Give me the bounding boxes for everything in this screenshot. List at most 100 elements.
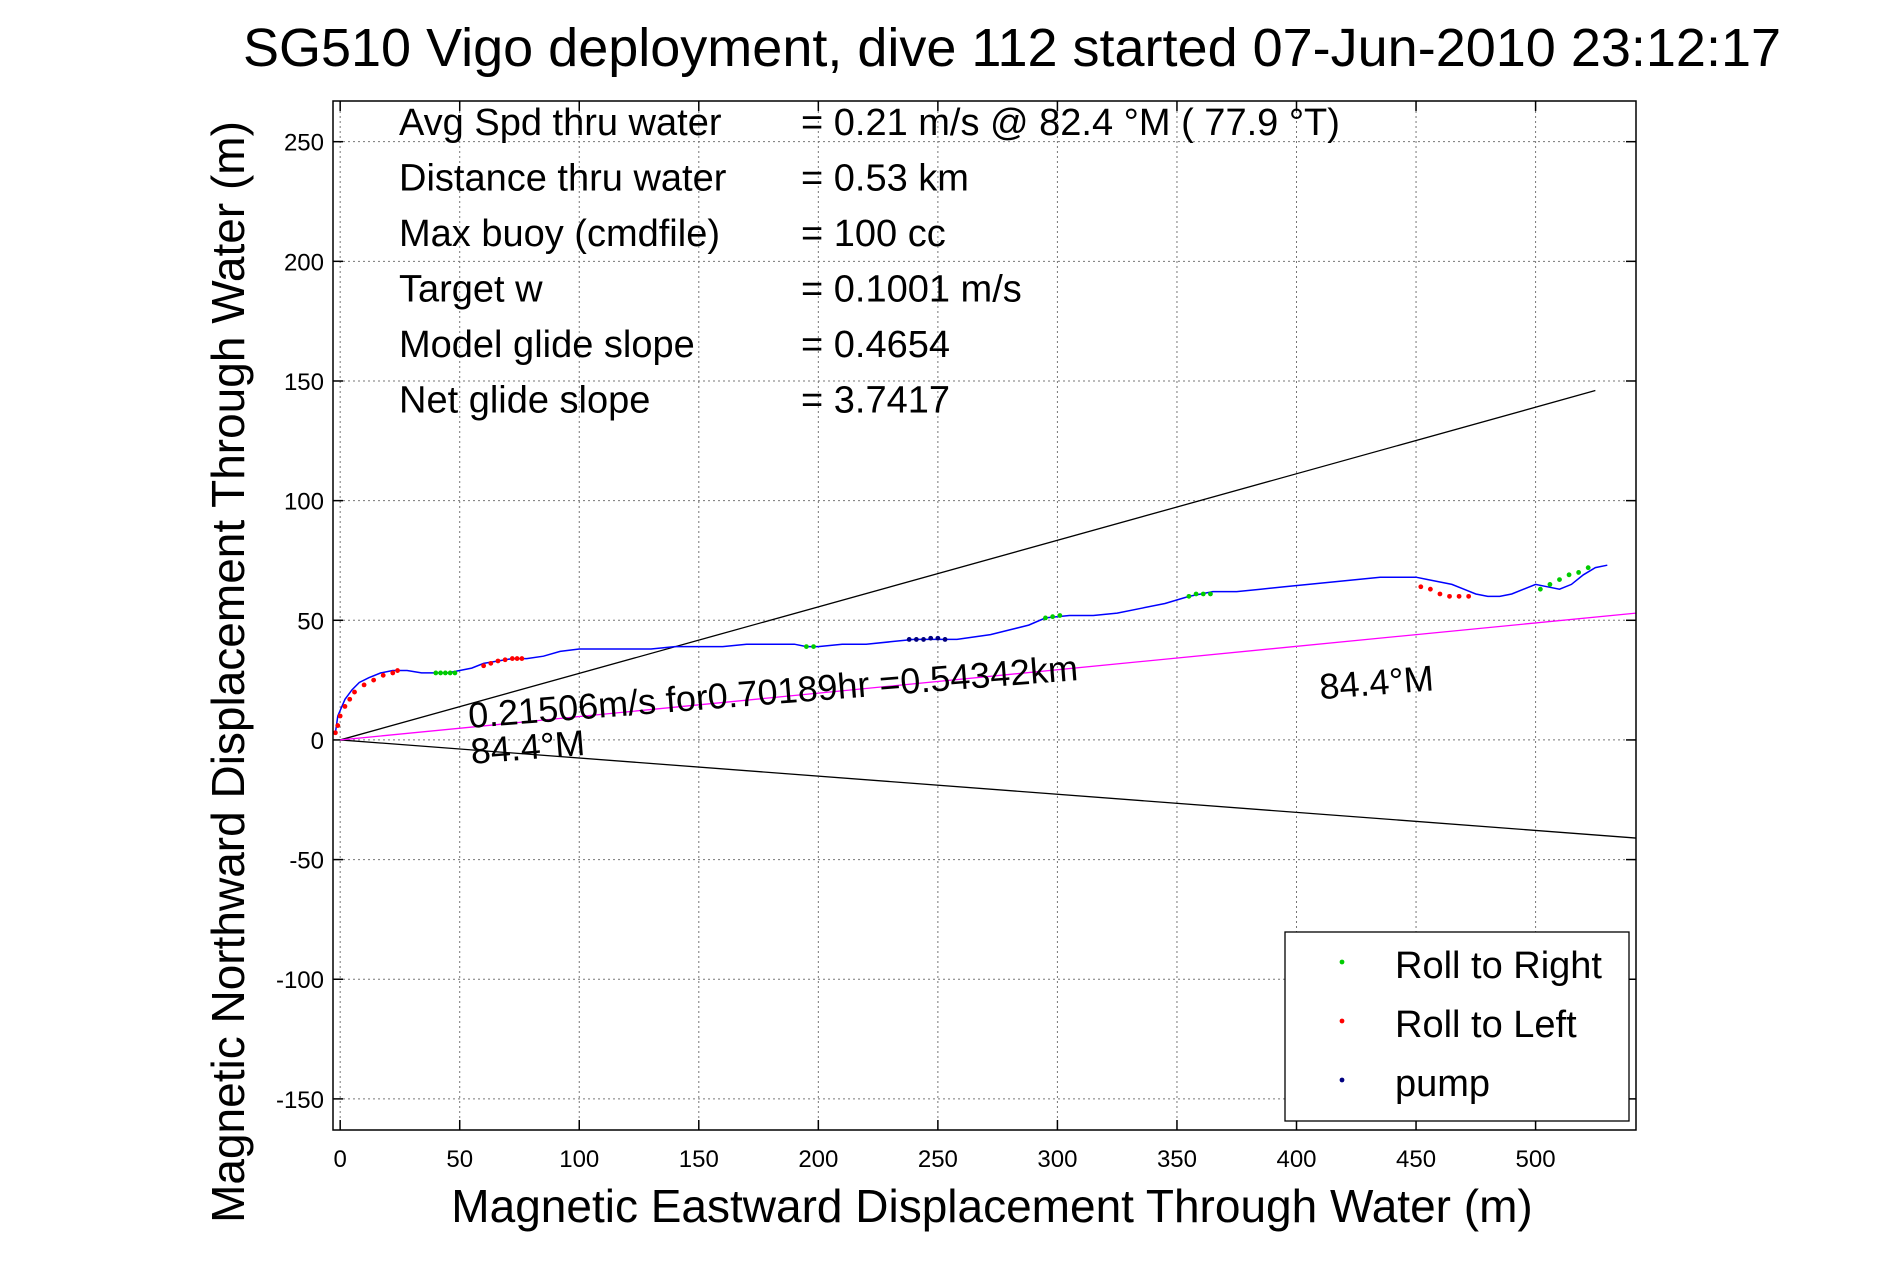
x-tick-label: 450 bbox=[1396, 1146, 1436, 1173]
roll-to-right-point bbox=[1585, 565, 1591, 571]
roll-to-right-point bbox=[1208, 591, 1213, 597]
roll-to-right-point bbox=[1043, 615, 1048, 621]
roll-to-left-point bbox=[347, 696, 353, 702]
chart-title: SG510 Vigo deployment, dive 112 started … bbox=[243, 18, 1781, 78]
roll-to-right-point bbox=[452, 670, 458, 676]
x-tick-label: 0 bbox=[333, 1146, 346, 1173]
x-tick-label: 350 bbox=[1157, 1146, 1197, 1173]
reference-line bbox=[340, 739, 1637, 839]
roll-to-right-point bbox=[1186, 593, 1192, 599]
info-value: = 100 cc bbox=[801, 213, 946, 255]
x-tick-label: 400 bbox=[1276, 1146, 1316, 1173]
roll-to-left-point bbox=[1418, 584, 1424, 590]
roll-to-left-point bbox=[1466, 593, 1472, 599]
roll-to-right-point bbox=[1537, 586, 1543, 592]
y-tick-label: 200 bbox=[284, 249, 324, 276]
roll-to-right-point bbox=[1057, 613, 1063, 618]
track-line bbox=[334, 564, 1608, 733]
roll-to-right-point bbox=[1050, 614, 1056, 620]
reference-line bbox=[339, 389, 1596, 741]
roll-to-left-point bbox=[509, 656, 515, 661]
info-value: = 0.4654 bbox=[801, 324, 950, 366]
annotation-text: 84.4°M bbox=[1318, 657, 1435, 707]
roll-to-left-point bbox=[361, 682, 367, 688]
y-axis-label: Magnetic Northward Displacement Through … bbox=[202, 121, 254, 1223]
pump-point bbox=[935, 635, 941, 641]
info-label: Net glide slope bbox=[399, 380, 650, 422]
x-tick-label: 150 bbox=[679, 1146, 719, 1173]
info-value: = 3.7417 bbox=[801, 380, 950, 422]
roll-to-left-point bbox=[495, 658, 501, 664]
pump-point bbox=[921, 637, 926, 642]
y-tick-label: -150 bbox=[276, 1087, 324, 1114]
info-label: Target w bbox=[399, 269, 543, 311]
roll-to-left-point bbox=[395, 668, 400, 673]
roll-to-right-point bbox=[433, 670, 439, 676]
roll-to-left-point bbox=[488, 660, 494, 666]
legend-label: Roll to Right bbox=[1395, 945, 1602, 987]
info-value: = 0.1001 m/s bbox=[801, 269, 1022, 311]
roll-to-right-point bbox=[442, 670, 448, 676]
roll-to-left-point bbox=[335, 723, 341, 728]
info-value: = 0.21 m/s @ 82.4 °M ( 77.9 °T) bbox=[801, 102, 1340, 144]
roll-to-left-point bbox=[337, 713, 343, 719]
x-tick-label: 200 bbox=[798, 1146, 838, 1173]
roll-to-left-point bbox=[502, 657, 508, 663]
x-tick-label: 50 bbox=[446, 1146, 473, 1173]
info-label: Avg Spd thru water bbox=[399, 102, 722, 144]
roll-to-right-point bbox=[1547, 581, 1553, 587]
roll-to-left-point bbox=[1437, 591, 1443, 597]
roll-to-right-point bbox=[803, 644, 809, 650]
y-tick-label: 150 bbox=[284, 369, 324, 396]
legend-marker bbox=[1339, 1018, 1345, 1024]
pump-point bbox=[913, 637, 919, 642]
roll-to-right-point bbox=[1576, 570, 1582, 575]
plot-area: 0 50 100 150 200 250 300 350 400 450 500-150-100-5… bbox=[276, 100, 1637, 1173]
roll-to-left-point bbox=[481, 663, 487, 669]
y-tick-label: 250 bbox=[284, 130, 324, 157]
plot-frame bbox=[332, 100, 1637, 1131]
y-tick-label: 0 bbox=[311, 728, 324, 755]
x-tick-label: 100 bbox=[559, 1146, 599, 1173]
pump-point bbox=[942, 637, 948, 642]
pump-point bbox=[928, 635, 934, 641]
info-label: Max buoy (cmdfile) bbox=[399, 213, 720, 255]
roll-to-left-point bbox=[514, 656, 520, 661]
roll-to-left-point bbox=[390, 670, 396, 676]
roll-to-left-point bbox=[380, 672, 386, 678]
roll-to-left-point bbox=[352, 689, 357, 695]
info-label: Model glide slope bbox=[399, 324, 695, 366]
y-tick-label: -100 bbox=[276, 967, 324, 994]
roll-to-right-point bbox=[438, 670, 443, 676]
roll-to-left-point bbox=[1427, 586, 1433, 592]
legend-label: pump bbox=[1395, 1063, 1490, 1105]
legend-label: Roll to Left bbox=[1395, 1004, 1577, 1046]
roll-to-right-point bbox=[1200, 591, 1206, 597]
roll-to-right-point bbox=[811, 644, 816, 650]
info-value: = 0.53 km bbox=[801, 158, 969, 200]
legend-marker bbox=[1339, 1077, 1345, 1083]
roll-to-left-point bbox=[1456, 593, 1462, 599]
pump-point bbox=[906, 637, 912, 642]
roll-to-right-point bbox=[1566, 572, 1572, 578]
legend-marker bbox=[1339, 959, 1345, 965]
roll-to-left-point bbox=[519, 656, 525, 661]
roll-to-left-point bbox=[342, 704, 348, 709]
x-tick-label: 300 bbox=[1037, 1146, 1077, 1173]
roll-to-right-point bbox=[1557, 577, 1562, 583]
x-axis-label: Magnetic Eastward Displacement Through W… bbox=[451, 1180, 1532, 1232]
y-tick-label: 50 bbox=[297, 608, 324, 635]
roll-to-right-point bbox=[447, 670, 453, 676]
reference-line bbox=[340, 612, 1637, 741]
info-label: Distance thru water bbox=[399, 158, 727, 200]
roll-to-right-point bbox=[1193, 591, 1199, 597]
roll-to-left-point bbox=[332, 730, 338, 736]
x-tick-label: 250 bbox=[918, 1146, 958, 1173]
legend: Roll to Right Roll to Left pump bbox=[1284, 931, 1630, 1122]
roll-to-left-point bbox=[371, 677, 377, 683]
y-tick-label: 100 bbox=[284, 489, 324, 516]
annotation-text: 84.4°M bbox=[469, 722, 586, 772]
x-tick-label: 500 bbox=[1516, 1146, 1556, 1173]
y-tick-label: -50 bbox=[289, 848, 324, 875]
